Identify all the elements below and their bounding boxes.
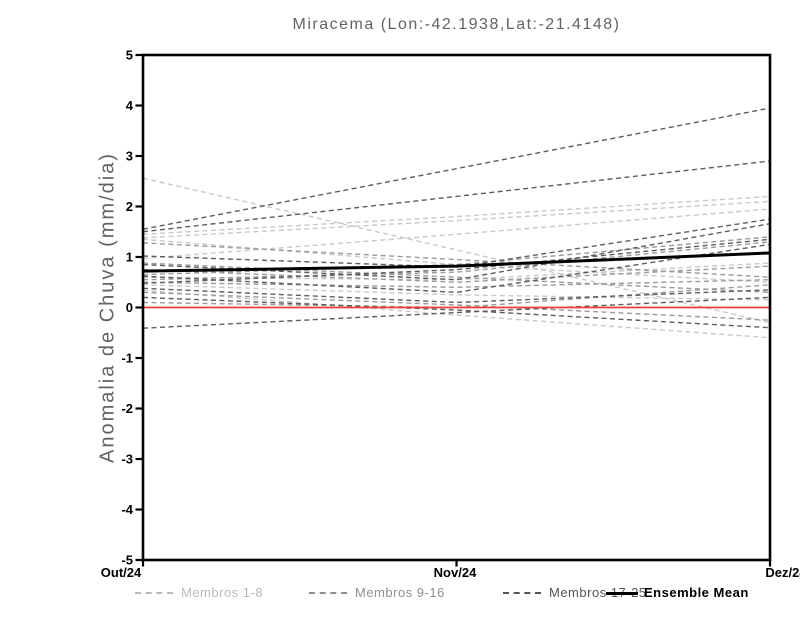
x-tick-label: Nov/24 (434, 565, 477, 580)
legend-label-members-1-8: Membros 1-8 (181, 585, 264, 600)
ensemble-member-line (142, 262, 771, 294)
legend-line-members-9-16 (309, 592, 347, 594)
ensemble-member-line (142, 236, 771, 276)
ensemble-member-line (142, 195, 771, 235)
y-tick-label: 1 (126, 250, 133, 265)
ensemble-member-line (142, 208, 771, 260)
y-axis-label: Anomalia de Chuva (mm/dia) (96, 152, 119, 463)
y-tick-label: -4 (121, 502, 133, 517)
ensemble-member-line (142, 289, 771, 339)
ensemble-member-line (142, 284, 771, 301)
ensemble-member-line (142, 265, 771, 283)
y-tick-label: 5 (126, 48, 133, 63)
ensemble-member-line (142, 238, 771, 284)
ensemble-member-line (142, 200, 771, 239)
y-tick-label: 4 (126, 98, 134, 113)
legend-line-members-1-8 (135, 592, 173, 594)
y-tick-label: 2 (126, 199, 133, 214)
ensemble-member-line (142, 284, 771, 309)
ensemble-member-line (142, 296, 771, 329)
legend-label-ensemble-mean: Ensemble Mean (644, 585, 749, 600)
y-tick-label: 3 (126, 149, 133, 164)
y-tick-label: -3 (121, 452, 133, 467)
ensemble-member-line (142, 241, 771, 281)
ensemble-member-line (142, 160, 771, 233)
ensemble-mean-line (142, 251, 771, 273)
y-tick-label: -2 (121, 401, 133, 416)
ensemble-member-line (142, 243, 771, 294)
x-tick-label: Out/24 (101, 565, 142, 580)
legend-line-members-17-25 (503, 592, 541, 594)
legend-label-members-9-16: Membros 9-16 (355, 585, 445, 600)
ensemble-member-line (142, 107, 771, 230)
y-tick-label: -1 (121, 351, 133, 366)
ensemble-member-line (142, 296, 771, 329)
legend-line-ensemble-mean (606, 592, 638, 595)
x-tick-label: Dez/24 (765, 565, 800, 580)
ensemble-member-line (142, 218, 771, 268)
ensemble-member-line (142, 291, 771, 321)
legend: Membros 1-8 Membros 9-16 Membros 17-25 E… (0, 585, 800, 605)
chart-title: Miracema (Lon:-42.1938,Lat:-21.4148) (292, 16, 621, 33)
legend-label-members-17-25: Membros 17-25 (549, 585, 647, 600)
y-tick-label: -5 (121, 553, 133, 568)
ensemble-member-line (142, 287, 771, 304)
ensemble-member-line (142, 238, 771, 283)
y-tick-label: 0 (126, 300, 133, 315)
ensemble-member-line (142, 279, 771, 289)
